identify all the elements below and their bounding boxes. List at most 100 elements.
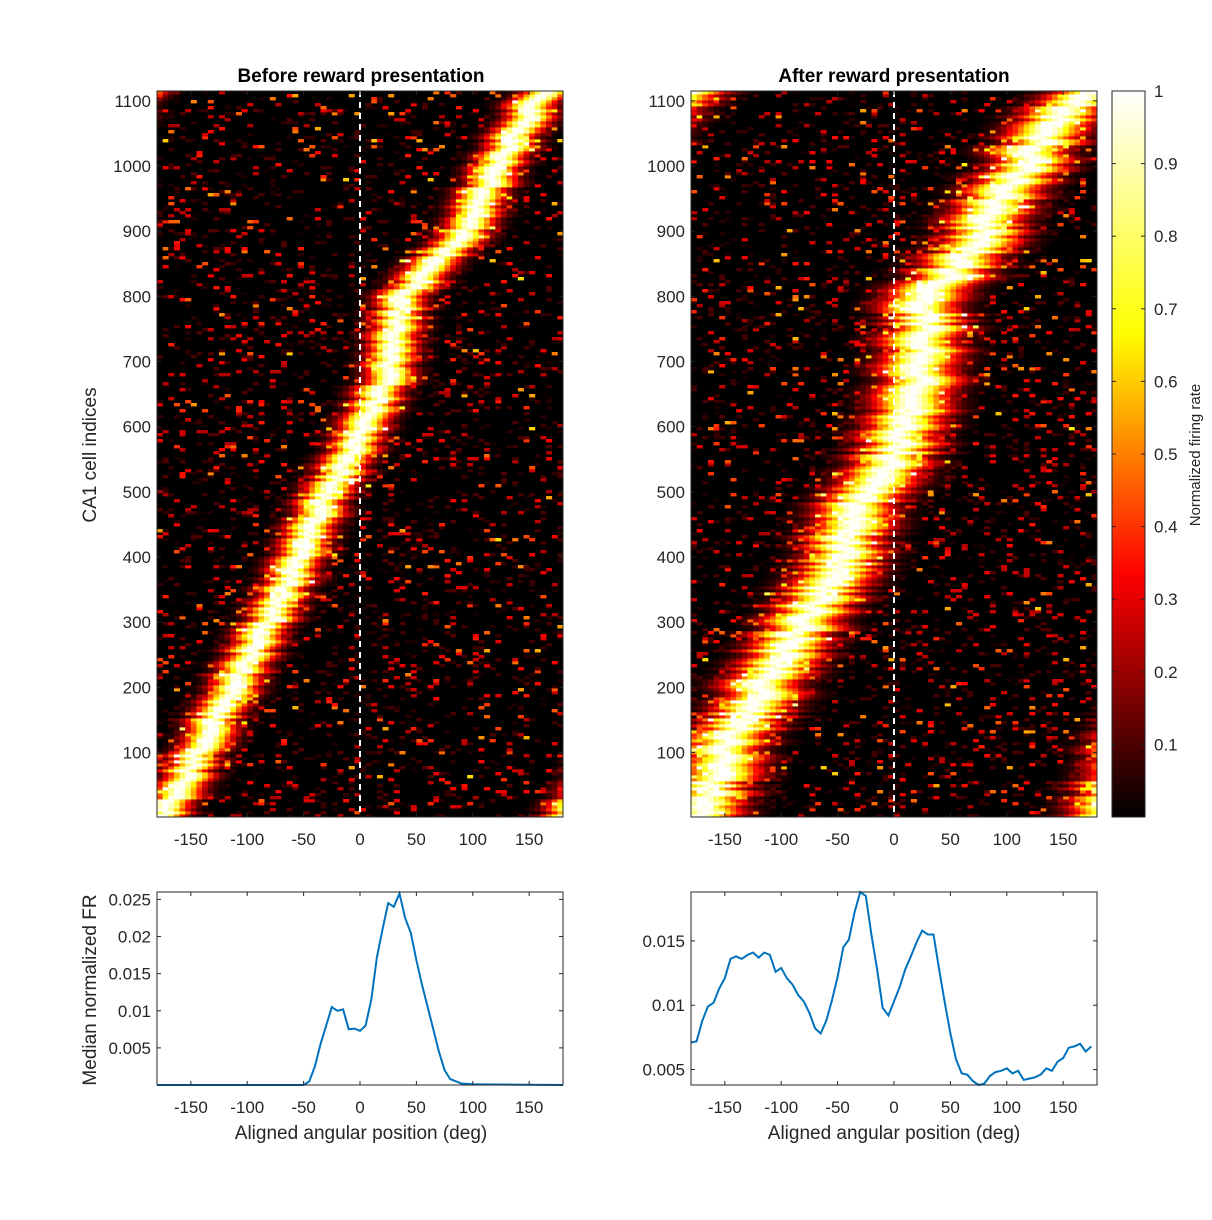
- heatmap-cell: [405, 565, 411, 568]
- heatmap-cell: [281, 304, 287, 307]
- heatmap-cell: [540, 790, 546, 793]
- heatmap-cell: [535, 808, 541, 811]
- heatmap-cell: [213, 373, 219, 376]
- heatmap-cell: [213, 385, 219, 388]
- heatmap-cell: [247, 613, 253, 616]
- heatmap-cell: [349, 490, 355, 493]
- heatmap-cell: [462, 508, 468, 511]
- heatmap-cell: [309, 286, 315, 289]
- heatmap-cell: [287, 523, 293, 526]
- heatmap-cell: [309, 466, 315, 469]
- heatmap-cell: [439, 799, 445, 802]
- heatmap-cell: [304, 664, 310, 667]
- heatmap-cell: [433, 643, 439, 646]
- heatmap-cell: [467, 802, 473, 805]
- heatmap-cell: [281, 280, 287, 283]
- heatmap-cell: [270, 526, 276, 529]
- heatmap-cell: [462, 235, 468, 238]
- heatmap-cell: [208, 727, 214, 730]
- heatmap-cell: [185, 697, 191, 700]
- heatmap-cell: [546, 490, 552, 493]
- heatmap-cell: [473, 652, 479, 655]
- heatmap-cell: [281, 622, 287, 625]
- heatmap-cell: [512, 559, 518, 562]
- heatmap-cell: [371, 466, 377, 469]
- heatmap-cell: [445, 406, 451, 409]
- heatmap-cell: [242, 652, 248, 655]
- heatmap-cell: [219, 649, 225, 652]
- heatmap-cell: [349, 265, 355, 268]
- heatmap-cell: [163, 769, 169, 772]
- heatmap-cell: [225, 616, 231, 619]
- heatmap-cell: [332, 487, 338, 490]
- heatmap-cell: [490, 760, 496, 763]
- heatmap-cell: [253, 559, 259, 562]
- heatmap-cell: [202, 763, 208, 766]
- heatmap-cell: [270, 616, 276, 619]
- heatmap-cell: [321, 379, 327, 382]
- heatmap-cell: [343, 361, 349, 364]
- heatmap-cell: [315, 586, 321, 589]
- heatmap-cell: [304, 571, 310, 574]
- heatmap-cell: [174, 739, 180, 742]
- heatmap-cell: [287, 652, 293, 655]
- heatmap-cell: [399, 280, 405, 283]
- heatmap-cell: [450, 451, 456, 454]
- heatmap-cell: [292, 499, 298, 502]
- heatmap-cell: [213, 610, 219, 613]
- heatmap-cell: [157, 232, 163, 235]
- heatmap-cell: [236, 475, 242, 478]
- heatmap-cell: [495, 763, 501, 766]
- heatmap-cell: [433, 301, 439, 304]
- heatmap-cell: [259, 412, 265, 415]
- heatmap-cell: [383, 418, 389, 421]
- heatmap-cell: [230, 625, 236, 628]
- heatmap-cell: [394, 643, 400, 646]
- heatmap-cell: [383, 454, 389, 457]
- heatmap-cell: [185, 739, 191, 742]
- heatmap-cell: [213, 661, 219, 664]
- heatmap-cell: [484, 238, 490, 241]
- heatmap-cell: [394, 808, 400, 811]
- heatmap-cell: [292, 682, 298, 685]
- heatmap-cell: [225, 706, 231, 709]
- heatmap-cell: [309, 796, 315, 799]
- heatmap-cell: [321, 586, 327, 589]
- heatmap-cell: [394, 661, 400, 664]
- heatmap-cell: [428, 358, 434, 361]
- heatmap-cell: [213, 682, 219, 685]
- heatmap-cell: [343, 454, 349, 457]
- heatmap-cell: [247, 565, 253, 568]
- heatmap-cell: [501, 343, 507, 346]
- heatmap-cell: [433, 232, 439, 235]
- heatmap-cell: [439, 382, 445, 385]
- heatmap-cell: [225, 655, 231, 658]
- heatmap-cell: [242, 619, 248, 622]
- heatmap-cell: [478, 484, 484, 487]
- heatmap-cell: [371, 376, 377, 379]
- heatmap-cell: [349, 361, 355, 364]
- heatmap-cell: [349, 604, 355, 607]
- heatmap-cell: [163, 256, 169, 259]
- heatmap-cell: [377, 340, 383, 343]
- heatmap-cell: [428, 535, 434, 538]
- heatmap-cell: [524, 682, 530, 685]
- heatmap-cell: [202, 808, 208, 811]
- heatmap-cell: [208, 352, 214, 355]
- heatmap-cell: [180, 388, 186, 391]
- heatmap-cell: [399, 277, 405, 280]
- heatmap-cell: [445, 307, 451, 310]
- heatmap-cell: [394, 334, 400, 337]
- heatmap-cell: [416, 391, 422, 394]
- heatmap-cell: [185, 781, 191, 784]
- heatmap-cell: [557, 679, 563, 682]
- heatmap-cell: [321, 598, 327, 601]
- heatmap-cell: [383, 328, 389, 331]
- heatmap-cell: [174, 781, 180, 784]
- heatmap-cell: [512, 766, 518, 769]
- heatmap-cell: [196, 640, 202, 643]
- heatmap-cell: [473, 391, 479, 394]
- heatmap-cell: [163, 760, 169, 763]
- heatmap-before-panel: Before reward presentation CA1 cell indi…: [80, 66, 563, 849]
- heatmap-cell: [163, 247, 169, 250]
